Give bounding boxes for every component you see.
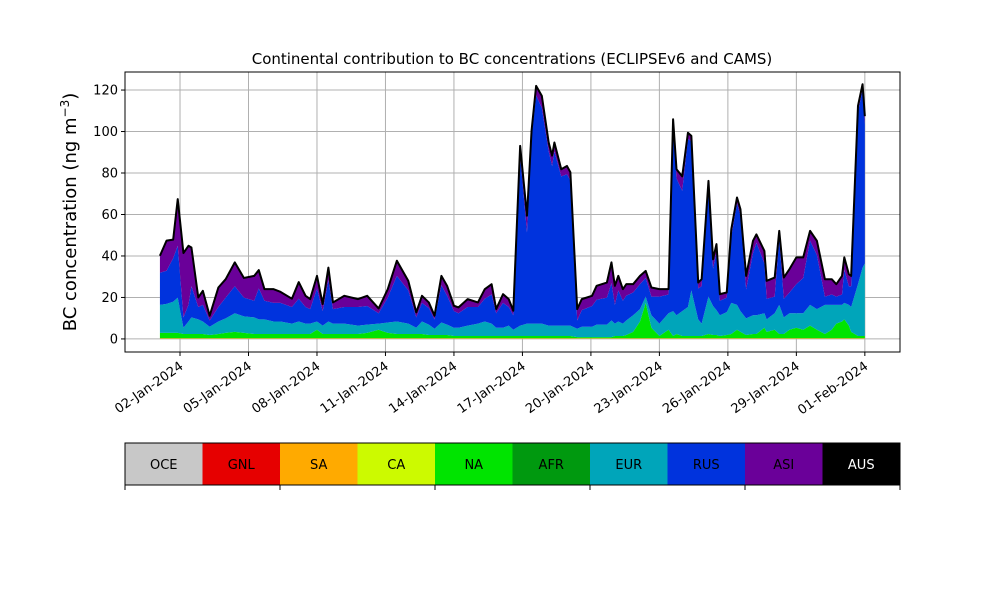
x-tick-label: 17-Jan-2024: [455, 359, 529, 417]
legend-swatch: [202, 443, 280, 485]
legend-item-ca: CA: [357, 443, 435, 485]
legend-label: CA: [387, 458, 405, 473]
legend-swatch: [125, 443, 203, 485]
y-tick-label: 60: [101, 208, 118, 223]
legend-item-eur: EUR: [590, 443, 668, 485]
legend-item-oce: OCE: [125, 443, 203, 485]
legend-label: RUS: [693, 458, 720, 473]
legend-swatch: [745, 443, 823, 485]
legend-swatch: [512, 443, 590, 485]
x-tick-label: 20-Jan-2024: [523, 359, 597, 417]
legend-label: ASI: [773, 458, 794, 473]
legend-colorbar: OCE GNL SA CA NA AFR EUR RUS ASI AUS: [124, 442, 901, 490]
y-tick-label: 0: [110, 332, 118, 347]
legend-item-afr: AFR: [512, 443, 590, 485]
legend-swatch: [822, 443, 900, 485]
y-tick-label: 120: [93, 84, 118, 99]
x-tick-label: 11-Jan-2024: [318, 359, 392, 417]
legend-label: NA: [464, 458, 483, 473]
y-axis-label: BC concentration (ng m−3): [58, 93, 81, 332]
area-eur: [159, 263, 865, 338]
legend-item-aus: AUS: [822, 443, 900, 485]
areas: [159, 84, 865, 339]
x-tick-label: 26-Jan-2024: [660, 359, 734, 417]
x-tick-label: 23-Jan-2024: [592, 359, 666, 417]
x-tick-label: 08-Jan-2024: [249, 359, 323, 417]
x-axis: 02-Jan-202405-Jan-202408-Jan-202411-Jan-…: [112, 352, 871, 418]
chart-title: Continental contribution to BC concentra…: [252, 50, 773, 68]
area-rus: [159, 89, 865, 330]
x-tick-label: 05-Jan-2024: [181, 359, 255, 417]
legend-swatch: [667, 443, 745, 485]
total-line: [159, 83, 866, 317]
y-tick-label: 100: [93, 125, 118, 140]
x-tick-label: 14-Jan-2024: [386, 359, 460, 417]
legend-label: GNL: [228, 458, 256, 473]
x-tick-label: 29-Jan-2024: [729, 359, 803, 417]
legend-label: EUR: [615, 458, 642, 473]
x-tick-label: 02-Jan-2024: [112, 359, 186, 417]
legend-label: OCE: [150, 458, 178, 473]
plot-frame: [124, 71, 901, 353]
legend-label: AFR: [539, 458, 564, 473]
legend-frame: [124, 442, 901, 486]
legend-item-na: NA: [435, 443, 513, 485]
x-tick-label: 01-Feb-2024: [795, 359, 871, 418]
y-tick-label: 20: [101, 291, 118, 306]
y-tick-label: 40: [101, 249, 118, 264]
legend-swatch: [435, 443, 513, 485]
legend-label: AUS: [848, 458, 875, 473]
y-axis: 0 20 40 60 80 100 120: [93, 84, 125, 347]
legend-item-asi: ASI: [745, 443, 823, 485]
legend-swatch: [590, 443, 668, 485]
legend-item-rus: RUS: [667, 443, 745, 485]
area-minor-regions: [159, 338, 865, 339]
y-tick-label: 80: [101, 167, 118, 182]
area-na: [159, 302, 865, 339]
legend-item-gnl: GNL: [202, 443, 280, 485]
legend-swatch: [280, 443, 358, 485]
legend-swatch: [357, 443, 435, 485]
legend-item-sa: SA: [280, 443, 358, 485]
legend-label: SA: [310, 458, 327, 473]
